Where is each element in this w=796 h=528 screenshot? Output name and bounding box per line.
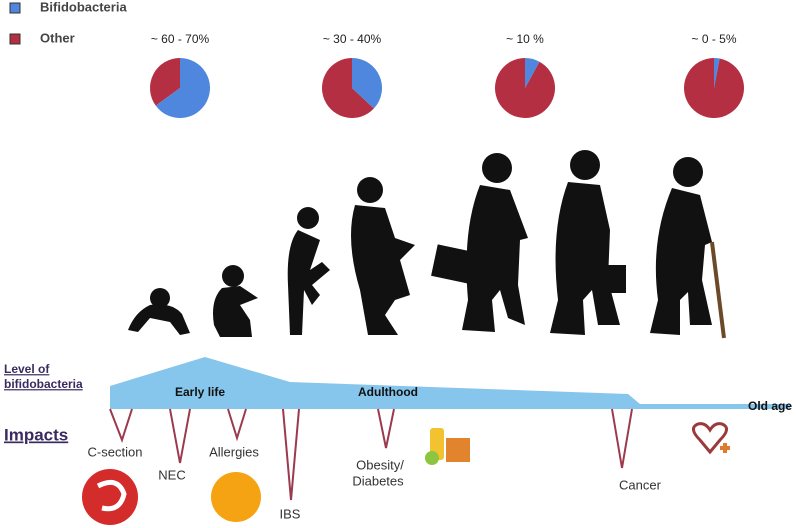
impact-label: NEC [158, 467, 185, 482]
pie-slice-bifido [714, 58, 720, 88]
pie-label: ~ 10 % [506, 32, 544, 46]
plus-icon [720, 443, 730, 453]
legend-label: Bifidobacteria [40, 0, 127, 14]
spike [169, 408, 191, 464]
pie-label: ~ 0 - 5% [691, 32, 736, 46]
pie-label: ~ 60 - 70% [151, 32, 210, 46]
apple-icon [425, 451, 439, 465]
legend-label: Other [40, 30, 75, 45]
child-head [297, 207, 319, 229]
impact-label: C-section [88, 444, 143, 459]
teen-head [357, 177, 383, 203]
level-label: bifidobacteria [4, 377, 83, 391]
impact-label: Obesity/ [356, 457, 404, 472]
spike [282, 408, 300, 501]
pie-slice-bifido [155, 58, 211, 118]
cane [710, 241, 726, 339]
spike [227, 408, 247, 442]
teen-body [351, 205, 415, 335]
stage-label: Old age [748, 399, 792, 413]
man-head [570, 150, 600, 180]
toddler-head [222, 265, 244, 287]
heart-icon [692, 422, 728, 455]
adult-body [462, 185, 528, 332]
c-section-glyph [96, 479, 127, 512]
toddler-body [213, 286, 258, 337]
legend-swatch [9, 33, 21, 45]
man-body [550, 182, 620, 335]
adult-head [482, 153, 512, 183]
spike [611, 408, 633, 469]
elder-body [650, 188, 712, 335]
briefcase [431, 244, 475, 284]
impact-spikes [109, 408, 633, 501]
c-section-icon [82, 469, 138, 525]
impacts-title: Impacts [4, 425, 68, 444]
pie-slice-other [322, 58, 374, 118]
sun-icon [211, 472, 261, 522]
stage-label: Early life [175, 385, 225, 399]
level-label: Level of [4, 362, 50, 376]
child-body [287, 230, 330, 335]
jar-icon [446, 438, 470, 462]
silhouettes [128, 150, 726, 339]
spike [377, 408, 395, 449]
impact-label: IBS [280, 506, 301, 521]
pie-slice-other [495, 58, 556, 119]
impact-label: Diabetes [352, 473, 404, 488]
impact-label: Allergies [209, 444, 259, 459]
pie-slice-bifido [525, 57, 540, 88]
elder-head [673, 157, 703, 187]
legend-swatch [9, 2, 21, 14]
baby-head [150, 288, 170, 308]
case [598, 265, 626, 293]
pie-slice-bifido [352, 58, 382, 109]
baby-body [128, 304, 190, 335]
pie-label: ~ 30 - 40% [323, 32, 382, 46]
pie-slice-other [149, 58, 180, 106]
spike [109, 408, 133, 443]
bifido-level-band [110, 357, 790, 409]
stage-label: Adulthood [358, 385, 418, 399]
impact-label: Cancer [619, 477, 662, 492]
